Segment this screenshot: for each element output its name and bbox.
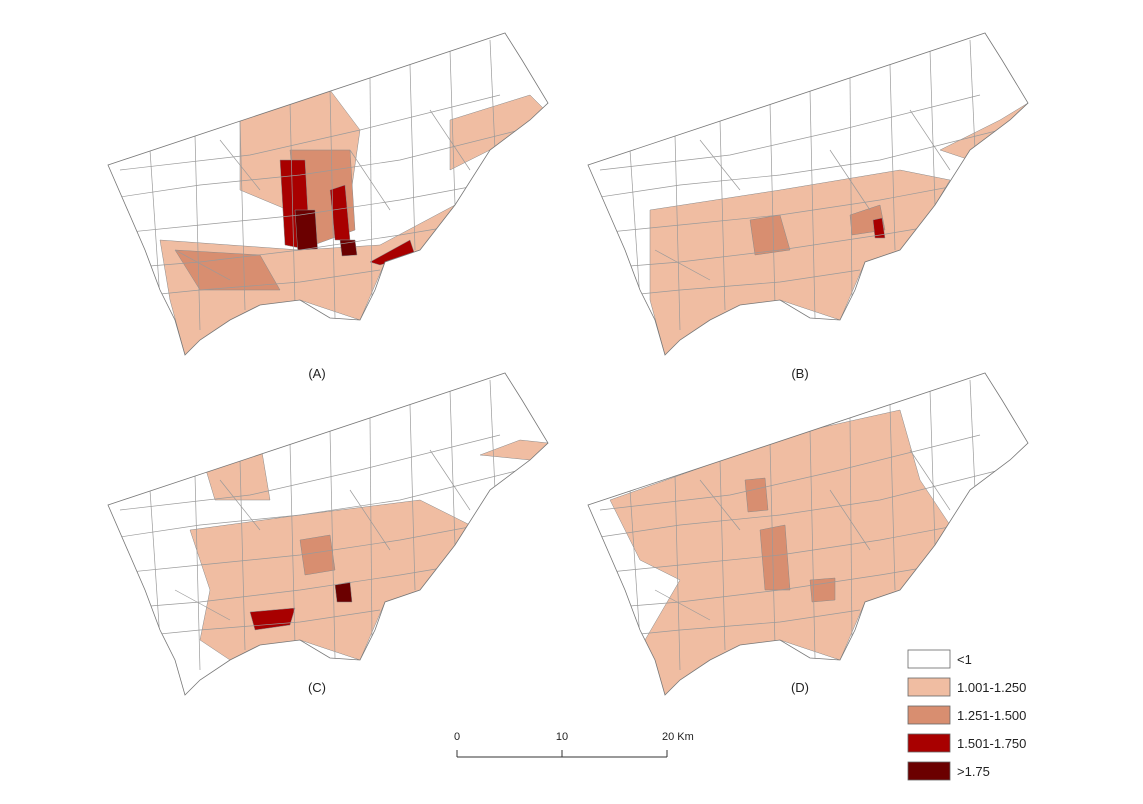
panel-label: (C) (308, 680, 326, 695)
map-panel (107, 32, 549, 356)
legend-swatch (907, 649, 951, 669)
map-panel (587, 372, 1029, 696)
panel-label: (B) (791, 366, 808, 381)
region (449, 94, 546, 171)
region (199, 439, 271, 501)
legend-swatch (907, 733, 951, 753)
maps (107, 32, 1029, 696)
region (294, 209, 319, 256)
legend-swatch (907, 677, 951, 697)
region (334, 581, 353, 603)
panel-label: (A) (308, 366, 325, 381)
legend-label: <1 (957, 652, 972, 667)
legend-label: 1.251-1.500 (957, 708, 1026, 723)
panel-label: (D) (791, 680, 809, 695)
region (174, 249, 281, 291)
scale-label: 20 Km (662, 731, 694, 743)
map-panel (107, 372, 549, 696)
legend-label: 1.501-1.750 (957, 736, 1026, 751)
region (744, 477, 769, 513)
legend-swatch (907, 761, 951, 781)
region (872, 217, 886, 239)
region (339, 239, 358, 257)
legend-swatch (907, 705, 951, 725)
region (759, 524, 791, 591)
map-panel (587, 32, 1029, 356)
region (809, 577, 836, 603)
region (749, 214, 791, 256)
region (299, 534, 336, 576)
scale-bar (456, 750, 668, 758)
scale-label: 0 (454, 731, 460, 743)
region (479, 439, 548, 461)
legend-label: 1.001-1.250 (957, 680, 1026, 695)
region (649, 169, 951, 355)
region (939, 102, 1028, 161)
legend-label: >1.75 (957, 764, 990, 779)
scale-label: 10 (556, 731, 568, 743)
legend: <1 1.001-1.250 1.251-1.500 1.501-1.750 >1.75 (907, 649, 1026, 781)
region (249, 607, 296, 631)
